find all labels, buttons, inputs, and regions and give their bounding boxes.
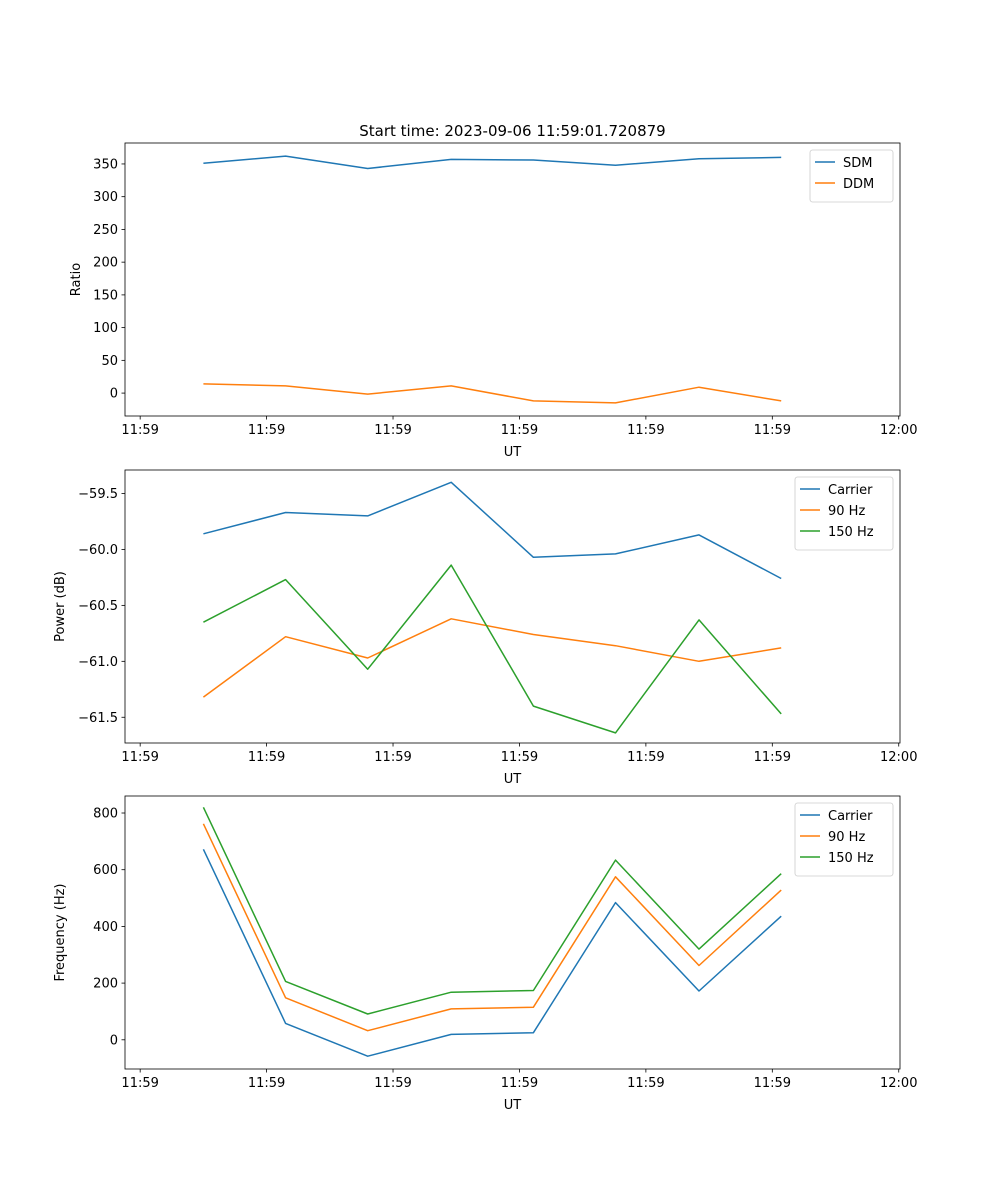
- x-tick-label: 11:59: [627, 423, 664, 438]
- x-tick-label: 11:59: [374, 750, 411, 765]
- y-tick-label: 200: [93, 977, 118, 992]
- x-axis-label: UT: [504, 445, 522, 460]
- x-tick-label: 11:59: [501, 423, 538, 438]
- x-tick-label: 11:59: [374, 1076, 411, 1091]
- x-tick-label: 11:59: [627, 1076, 664, 1091]
- x-tick-label: 12:00: [880, 1076, 917, 1091]
- x-axis-label: UT: [504, 772, 522, 787]
- subplot-1: 11:59 11:59 11:59 11:59 11:59 11:59 12:00 0 50 10…: [69, 142, 917, 460]
- legend-box: [809, 149, 894, 203]
- x-tick-label: 11:59: [754, 1076, 791, 1091]
- y-tick-label: 350: [93, 157, 118, 172]
- y-tick-label: 600: [93, 863, 118, 878]
- x-tick-label: 11:59: [121, 750, 158, 765]
- x-tick-label: 11:59: [501, 1076, 538, 1091]
- y-tick-label: 300: [93, 190, 118, 205]
- y-tick-label: −61.0: [78, 655, 118, 670]
- y-tick-label: 100: [93, 321, 118, 336]
- x-tick-label: 11:59: [248, 1076, 285, 1091]
- series-line-90-hz: [202, 823, 782, 1032]
- y-tick-label: 0: [110, 1033, 118, 1048]
- x-tick-label: 11:59: [754, 750, 791, 765]
- y-axis-label: Ratio: [69, 263, 84, 296]
- subplot-2: 11:59 11:59 11:59 11:59 11:59 11:59 12:00 −61.5…: [53, 469, 917, 787]
- chart-title: Start time: 2023-09-06 11:59:01.720879: [359, 122, 665, 140]
- x-tick-label: 11:59: [374, 423, 411, 438]
- legend-label: Carrier: [828, 483, 873, 498]
- legend-label: 90 Hz: [828, 504, 865, 519]
- y-tick-label: 0: [110, 387, 118, 402]
- y-tick-label: −60.5: [78, 599, 118, 614]
- legend-label: Carrier: [828, 809, 873, 824]
- x-tick-label: 11:59: [627, 750, 664, 765]
- series-line-ddm: [203, 383, 782, 404]
- legend-label: 150 Hz: [828, 525, 874, 540]
- x-tick-label: 11:59: [248, 423, 285, 438]
- y-tick-label: −60.0: [78, 543, 118, 558]
- x-tick-label: 11:59: [121, 1076, 158, 1091]
- series-line-150-hz: [203, 564, 782, 734]
- legend-label: 90 Hz: [828, 830, 865, 845]
- series-line-carrier: [202, 848, 782, 1057]
- x-tick-label: 11:59: [248, 750, 285, 765]
- legend: SDM DDM: [809, 149, 894, 203]
- y-axis-label: Frequency (Hz): [53, 883, 68, 981]
- y-tick-label: −59.5: [78, 487, 118, 502]
- legend-label: 150 Hz: [828, 851, 874, 866]
- y-tick-label: −61.5: [78, 711, 118, 726]
- x-tick-label: 11:59: [121, 423, 158, 438]
- series-line-90-hz: [202, 618, 782, 698]
- y-tick-label: 250: [93, 223, 118, 238]
- x-tick-label: 11:59: [754, 423, 791, 438]
- y-tick-label: 400: [93, 920, 118, 935]
- x-tick-label: 12:00: [880, 750, 917, 765]
- axes-frame: [124, 795, 901, 1070]
- subplot-3: 11:59 11:59 11:59 11:59 11:59 11:59 12:00 0 200 4…: [53, 795, 917, 1113]
- x-axis-label: UT: [504, 1098, 522, 1113]
- y-tick-label: 800: [93, 807, 118, 822]
- legend: Carrier 90 Hz 150 Hz: [794, 476, 894, 551]
- axes-frame: [124, 142, 901, 417]
- legend: Carrier 90 Hz 150 Hz: [794, 802, 894, 877]
- y-axis-label: Power (dB): [53, 571, 68, 642]
- y-tick-label: 150: [93, 288, 118, 303]
- series-line-sdm: [203, 155, 782, 170]
- x-tick-label: 11:59: [501, 750, 538, 765]
- y-tick-label: 50: [101, 354, 118, 369]
- legend-label: SDM: [843, 156, 872, 171]
- legend-label: DDM: [843, 177, 874, 192]
- axes-frame: [124, 469, 901, 744]
- y-tick-label: 200: [93, 256, 118, 271]
- series-line-carrier: [203, 481, 782, 580]
- series-line-150-hz: [202, 806, 782, 1015]
- x-tick-label: 12:00: [880, 423, 917, 438]
